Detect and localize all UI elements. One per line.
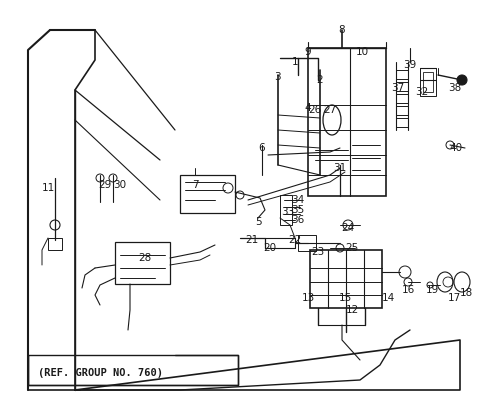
Text: 10: 10 [355, 47, 369, 57]
Text: 34: 34 [291, 195, 305, 205]
Text: 23: 23 [312, 247, 324, 257]
Text: 40: 40 [449, 143, 463, 153]
Text: 22: 22 [288, 235, 301, 245]
Text: 4: 4 [305, 103, 312, 113]
Bar [396, 118, 408, 127]
Text: 13: 13 [301, 293, 314, 303]
Text: 30: 30 [113, 180, 127, 190]
Text: 14: 14 [382, 293, 395, 303]
Text: 24: 24 [341, 223, 355, 233]
Text: 35: 35 [291, 205, 305, 215]
Text: 6: 6 [259, 143, 265, 153]
Text: 3: 3 [274, 72, 280, 82]
Bar [48, 238, 62, 250]
Circle shape [457, 75, 467, 85]
Text: 38: 38 [448, 83, 462, 93]
Bar [310, 250, 382, 308]
Bar [28, 355, 238, 385]
Text: 27: 27 [324, 105, 336, 115]
Text: 18: 18 [459, 288, 473, 298]
Text: 25: 25 [346, 243, 359, 253]
Text: 29: 29 [98, 180, 112, 190]
Text: 5: 5 [255, 217, 261, 227]
Text: 33: 33 [281, 207, 295, 217]
Bar [280, 195, 292, 225]
Text: 11: 11 [41, 183, 55, 193]
Text: 36: 36 [291, 215, 305, 225]
Text: 21: 21 [245, 235, 259, 245]
Bar [298, 235, 316, 251]
Text: 17: 17 [447, 293, 461, 303]
Bar [396, 106, 408, 115]
Bar [420, 68, 436, 96]
Bar [115, 242, 170, 284]
Text: 2: 2 [317, 75, 324, 85]
Text: 37: 37 [391, 83, 405, 93]
Text: 12: 12 [346, 305, 359, 315]
Text: 32: 32 [415, 87, 429, 97]
Text: 31: 31 [334, 163, 347, 173]
Text: 8: 8 [339, 25, 345, 35]
Text: 16: 16 [401, 285, 415, 295]
Text: 26: 26 [308, 105, 322, 115]
Text: 20: 20 [264, 243, 276, 253]
Bar [308, 48, 386, 196]
Text: 28: 28 [138, 253, 152, 263]
Bar [396, 70, 408, 79]
Text: 1: 1 [292, 57, 298, 67]
Bar [396, 82, 408, 91]
Text: 15: 15 [338, 293, 352, 303]
Text: 9: 9 [305, 47, 312, 57]
Text: 39: 39 [403, 60, 417, 70]
Bar [180, 175, 235, 213]
Text: (REF. GROUP NO. 760): (REF. GROUP NO. 760) [38, 368, 163, 378]
Text: 19: 19 [425, 285, 439, 295]
Bar [396, 94, 408, 103]
Text: 7: 7 [192, 180, 198, 190]
Bar [423, 72, 433, 92]
